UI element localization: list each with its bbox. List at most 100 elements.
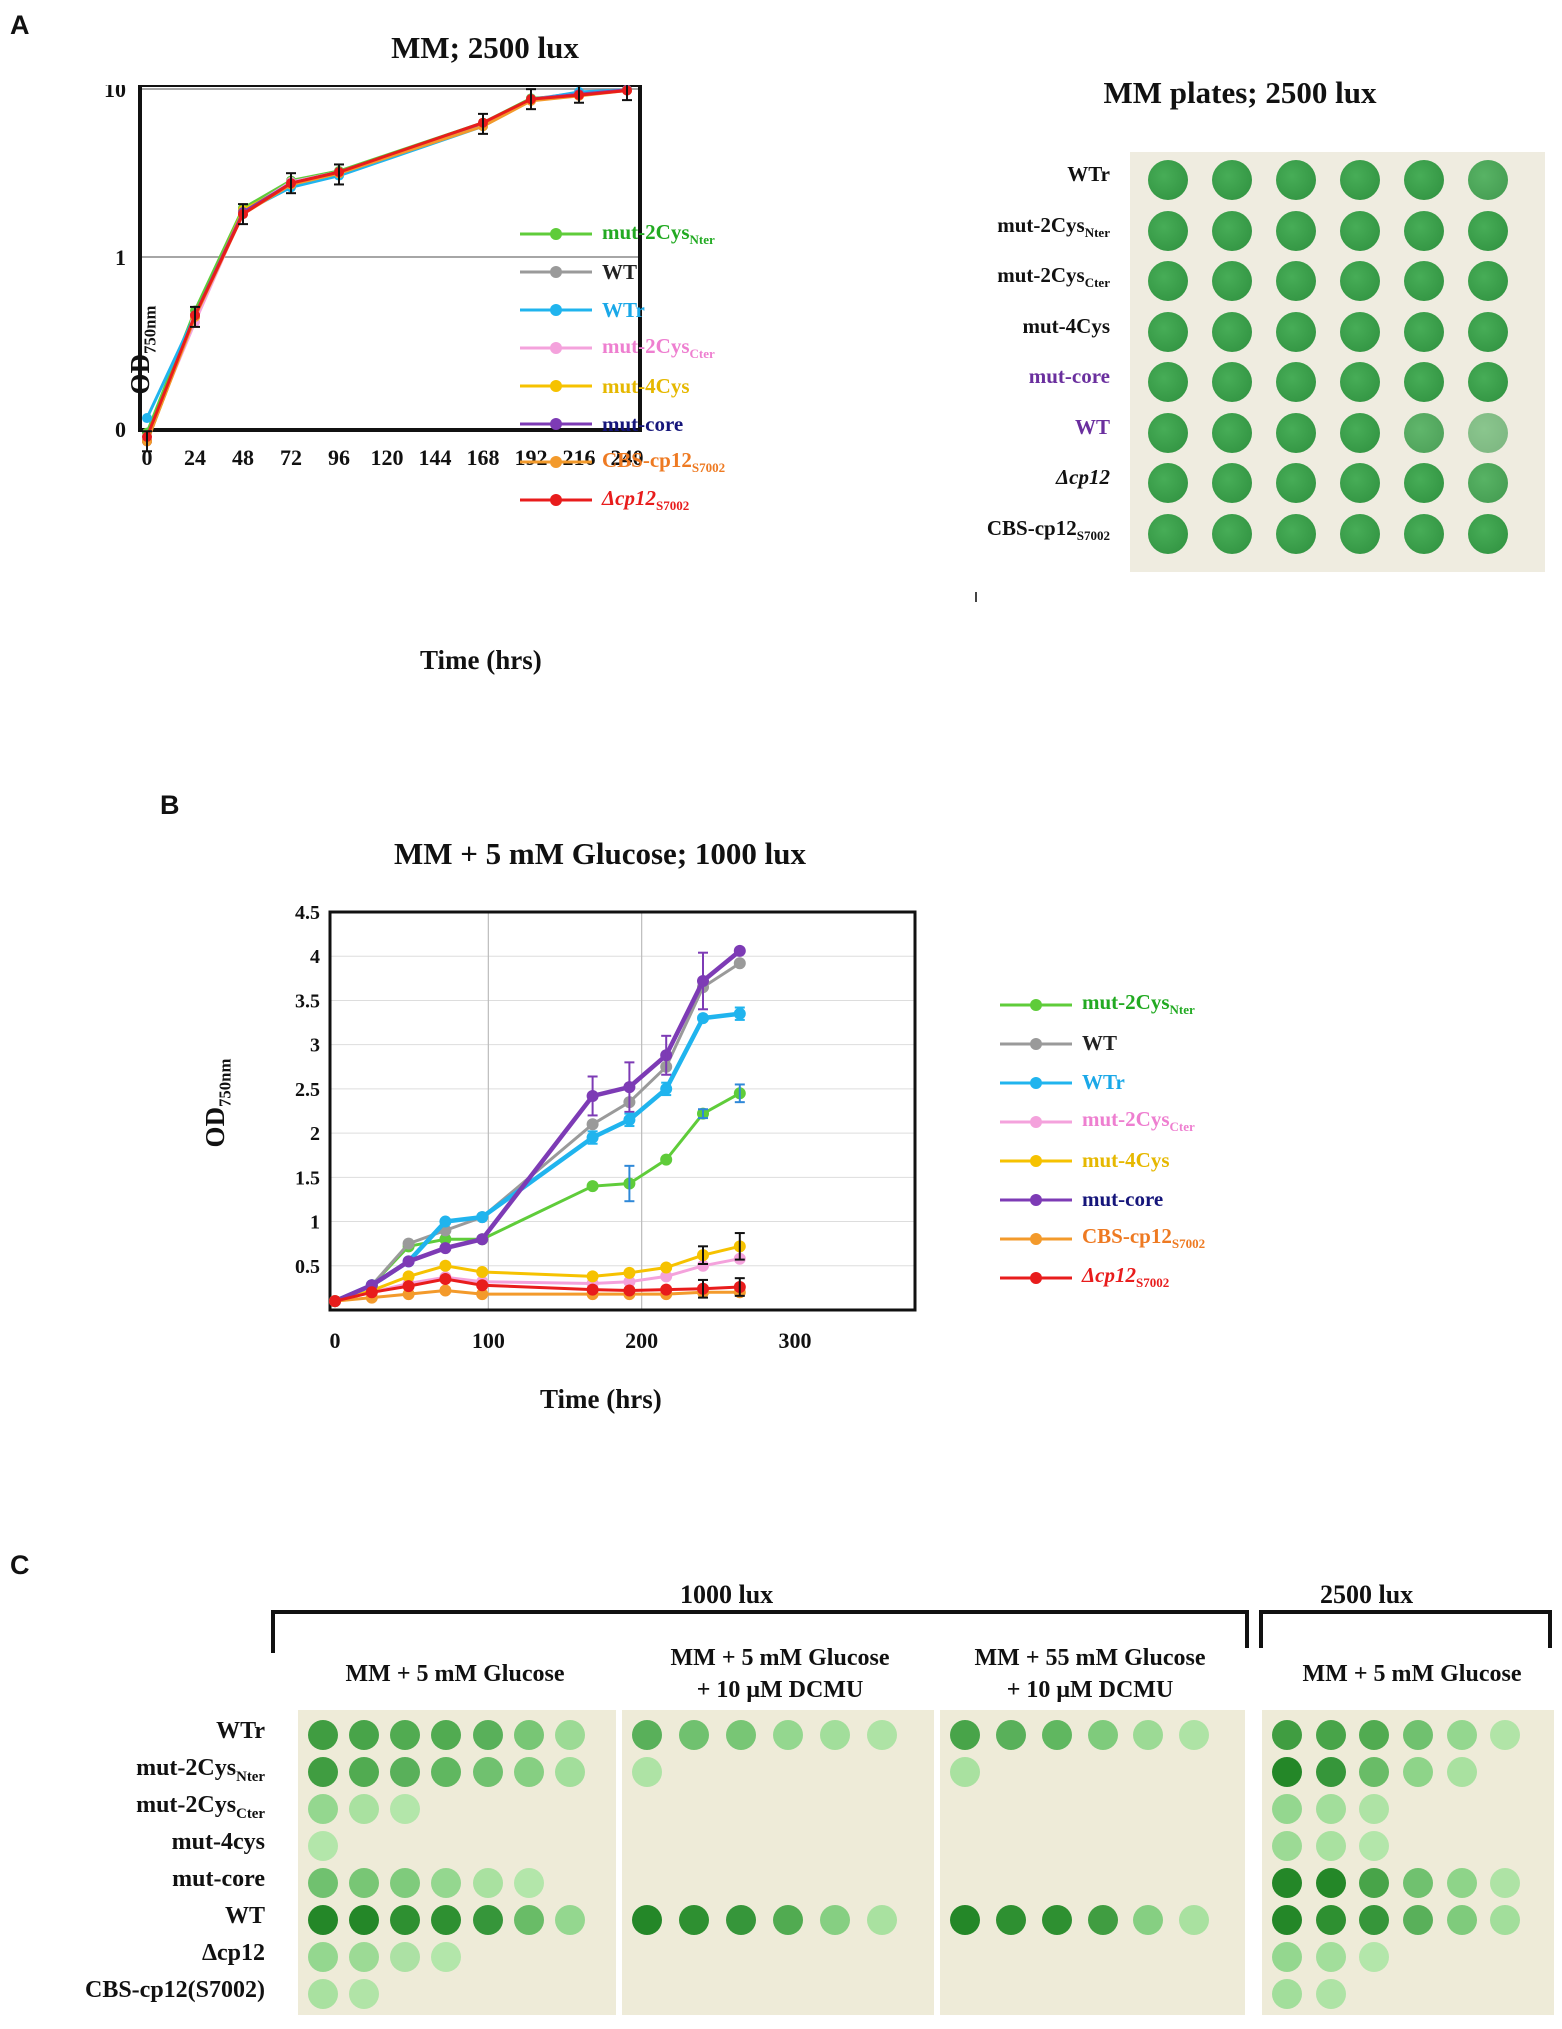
colony-spot (1276, 412, 1316, 453)
colony-spot (1340, 210, 1380, 251)
chart-b-point-WT (733, 957, 746, 970)
panel-c-row-label: WT (224, 1903, 265, 1929)
colony-spot (995, 1720, 1026, 1750)
colony-spot (1359, 1794, 1390, 1824)
chart-b-point-mut-4Cys (402, 1270, 415, 1283)
chart-b-series-line-mut-core (334, 949, 742, 1304)
colony-spot (1468, 513, 1508, 554)
colony-spot (1340, 261, 1380, 301)
colony-spot (1404, 261, 1444, 301)
colony-spot (1468, 412, 1508, 453)
chart-a-legend-swatch (520, 494, 592, 506)
chart-b-legend-swatch (1000, 1115, 1072, 1128)
colony-spot (679, 1720, 709, 1750)
chart-a-legend-label: mut-4Cys (602, 373, 690, 398)
chart-a-legend-item: WT (520, 253, 637, 291)
chart-a-legend-swatch (520, 228, 592, 240)
colony-spot (632, 1757, 662, 1787)
plates-a-row-label: mut-4Cys (1022, 313, 1111, 338)
colony-spot (1133, 1720, 1164, 1750)
chart-a-x-tick-label: 72 (280, 445, 302, 470)
chart-a-legend-label: Δcp12S7002 (602, 485, 690, 514)
panel-c-row-label: mut-2CysNter (136, 1755, 265, 1785)
chart-b-point-mut-4Cys (660, 1261, 673, 1274)
colony-spot (1272, 1979, 1302, 2009)
plate-c-3 (940, 1710, 1245, 2015)
chart-b-series-line-mut-4Cys (334, 1244, 741, 1303)
chart-a-x-tick-label: 240 (611, 445, 644, 470)
colony-spot (1404, 463, 1444, 503)
colony-spot (1359, 1905, 1390, 1935)
colony-spot (349, 1794, 380, 1824)
panel-label-b: B (160, 790, 180, 820)
plates-a-row-label: mut-2CysNter (997, 212, 1110, 240)
colony-spot (431, 1868, 462, 1898)
colony-spot (1212, 463, 1252, 503)
chart-a-legend-swatch (520, 304, 592, 316)
colony-spot (1359, 1757, 1390, 1787)
colony-spot (1404, 311, 1444, 352)
colony-spot (431, 1905, 462, 1935)
chart-b-point-mut-4Cys (586, 1270, 599, 1283)
chart-b-legend-swatch (1000, 1037, 1072, 1050)
chart-a-legend-label: WT (602, 259, 638, 284)
chart-b-y-tick-label: 2 (310, 1123, 320, 1145)
chart-b-title: MM + 5 mM Glucose; 1000 lux (394, 836, 806, 871)
colony-spot (1403, 1720, 1433, 1750)
colony-spot (554, 1905, 585, 1935)
colony-spot (1446, 1905, 1477, 1935)
colony-spot (308, 1868, 338, 1898)
colony-spot (1404, 412, 1444, 453)
chart-b-point-dcp12 (439, 1273, 452, 1286)
chart-b-point-dcp12 (623, 1284, 636, 1297)
colony-spot (1041, 1905, 1072, 1935)
chart-b-legend-swatch (1000, 1271, 1072, 1284)
colony-spot (1403, 1757, 1433, 1787)
chart-b-point-mut-2CysNter (660, 1153, 673, 1166)
colony-spot (1490, 1720, 1521, 1750)
chart-b-y-tick-label: 3.5 (295, 990, 320, 1012)
colony-spot (773, 1720, 803, 1750)
chart-b-legend-item: Δcp12S7002 (1000, 1258, 1169, 1297)
panel-c-row-label: mut-2CysCter (136, 1792, 265, 1822)
colony-spot (349, 1942, 380, 1972)
chart-a-legend-label: mut-2CysCter (602, 333, 715, 362)
chart-b-legend-label: WT (1082, 1031, 1118, 1055)
chart-b-y-tick-label: 1 (310, 1212, 320, 1234)
colony-spot (1276, 210, 1316, 251)
chart-b-x-tick-label: 200 (625, 1328, 658, 1353)
chart-b-legend-label: mut-core (1082, 1187, 1164, 1211)
chart-b-x-axis-title: Time (hrs) (540, 1384, 662, 1414)
colony-spot (1212, 311, 1252, 352)
chart-a-legend-item: Δcp12S7002 (520, 481, 689, 519)
colony-spot (472, 1757, 503, 1787)
colony-spot (1446, 1757, 1477, 1787)
colony-spot (1468, 261, 1508, 301)
colony-spot (1212, 412, 1252, 453)
colony-spot (472, 1720, 503, 1750)
colony-spot (431, 1720, 462, 1750)
chart-b-point-mut-2CysCter (697, 1259, 709, 1272)
chart-b-legend-label: Δcp12S7002 (1082, 1263, 1170, 1291)
panel-c-row-label: CBS-cp12(S7002) (84, 1977, 265, 2003)
plates-a-row-label: mut-core (1028, 364, 1110, 388)
colony-spot (308, 1831, 338, 1861)
chart-a-x-tick-label: 144 (419, 445, 452, 470)
chart-b-y-tick-label: 4.5 (295, 902, 320, 924)
panel-c-row-label: Δcp12 (201, 1940, 265, 1966)
colony-spot (950, 1720, 980, 1750)
plates-a-row-label: CBS-cp12S7002 (986, 515, 1110, 543)
colony-spot (390, 1868, 421, 1898)
colony-spot (308, 1720, 338, 1750)
chart-b-legend-swatch (1000, 998, 1072, 1011)
colony-spot (349, 1757, 380, 1787)
chart-b-legend-item: WTr (1000, 1063, 1125, 1102)
chart-a-legend-item: mut-4Cys (520, 367, 690, 405)
colony-spot (513, 1720, 544, 1750)
chart-b-point-dcp12 (476, 1279, 489, 1292)
colony-spot (1315, 1831, 1346, 1861)
colony-spot (1490, 1905, 1521, 1935)
colony-spot (513, 1868, 544, 1898)
chart-a-frame (138, 85, 642, 432)
